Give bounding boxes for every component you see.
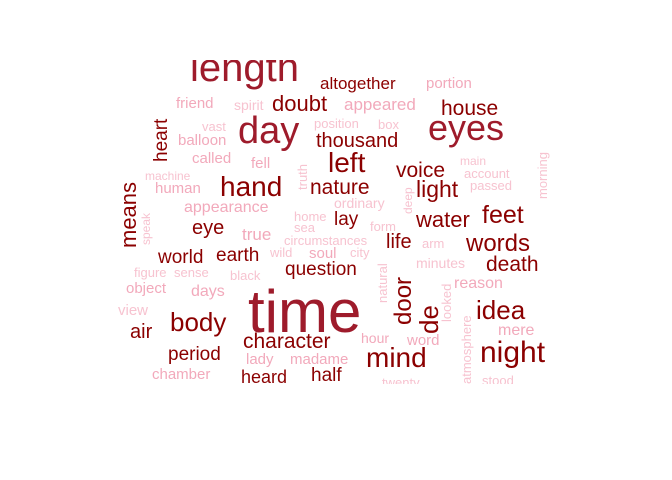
word-twenty: twenty: [382, 375, 420, 384]
word-city: city: [350, 245, 370, 260]
word-portion: portion: [426, 75, 472, 92]
word-earth: earth: [216, 245, 260, 266]
word-called: called: [192, 150, 232, 167]
word-mere: mere: [498, 322, 535, 339]
word-left: left: [328, 147, 366, 178]
word-arm: arm: [422, 236, 445, 251]
word-water: water: [416, 207, 470, 232]
word-vast: vast: [202, 119, 226, 134]
word-madame: madame: [290, 351, 349, 368]
word-question: question: [285, 259, 357, 280]
word-box: box: [378, 117, 399, 132]
word-length: length: [190, 60, 299, 90]
word-home: home: [294, 209, 327, 224]
word-cloud-area: time length day eyes night hand left min…: [110, 60, 570, 384]
word-natural: natural: [375, 263, 390, 303]
word-deep: deep: [401, 187, 415, 214]
word-fell: fell: [251, 155, 271, 172]
word-night: night: [480, 336, 546, 369]
word-death: death: [486, 253, 539, 276]
word-morning: morning: [535, 152, 550, 199]
word-ordinary: ordinary: [334, 195, 385, 211]
word-soul: soul: [309, 245, 337, 262]
word-days: days: [191, 283, 225, 300]
word-figure: figure: [134, 265, 167, 280]
word-truth: truth: [295, 163, 310, 190]
word-day: day: [238, 110, 300, 152]
word-hour: hour: [361, 330, 390, 346]
word-house: house: [441, 97, 499, 120]
word-means: means: [116, 181, 141, 248]
word-hand: hand: [220, 171, 283, 202]
word-air: air: [130, 321, 153, 343]
word-chamber: chamber: [152, 366, 211, 383]
word-voice: voice: [396, 159, 446, 182]
word-heard: heard: [241, 367, 288, 384]
word-character: character: [243, 330, 331, 353]
word-feet: feet: [482, 201, 524, 229]
word-balloon: balloon: [178, 132, 227, 149]
word-word: word: [407, 332, 440, 349]
word-speak: speak: [139, 212, 153, 245]
word-black: black: [230, 268, 261, 283]
word-wild: wild: [270, 245, 293, 260]
word-human: human: [155, 180, 201, 197]
word-appeared: appeared: [344, 95, 416, 114]
word-reason: reason: [454, 275, 503, 292]
word-eye: eye: [192, 217, 225, 239]
word-atmosphere: atmosphere: [459, 315, 474, 384]
word-mind: mind: [366, 342, 427, 373]
word-view: view: [118, 302, 149, 319]
word-lay: lay: [334, 209, 359, 230]
word-friend: friend: [176, 95, 214, 112]
word-position: position: [314, 116, 359, 131]
word-period: period: [168, 344, 221, 365]
word-circumstances: circumstances: [284, 233, 368, 248]
word-object: object: [126, 280, 167, 297]
word-main: main: [460, 154, 487, 168]
word-words: words: [466, 230, 531, 257]
word-life: life: [386, 231, 412, 253]
word-appearance: appearance: [184, 199, 269, 216]
word-true: true: [242, 225, 272, 244]
word-minutes: minutes: [416, 255, 466, 271]
word-time: time: [248, 278, 362, 345]
word-body: body: [170, 307, 227, 337]
word-idea: idea: [476, 295, 526, 325]
word-nature: nature: [310, 176, 370, 199]
word-eyes: eyes: [428, 107, 505, 148]
word-thousand: thousand: [316, 130, 399, 152]
word-doubt: doubt: [272, 91, 328, 116]
word-account: account: [464, 166, 510, 181]
word-heart: heart: [151, 118, 172, 162]
word-form: form: [370, 219, 396, 234]
word-half: half: [311, 365, 342, 384]
word-machine: machine: [145, 169, 191, 183]
word-world: world: [158, 247, 204, 268]
word-light: light: [416, 176, 459, 202]
word-looked: looked: [439, 283, 454, 322]
word-door: door: [390, 276, 417, 325]
word-altogether: altogether: [320, 74, 396, 93]
word-stood: stood: [482, 373, 514, 384]
word-passed: passed: [470, 178, 512, 193]
word-spirit: spirit: [234, 97, 264, 113]
word-sea: sea: [294, 220, 315, 235]
word-lady: lady: [246, 351, 274, 368]
word-sense: sense: [174, 265, 209, 280]
